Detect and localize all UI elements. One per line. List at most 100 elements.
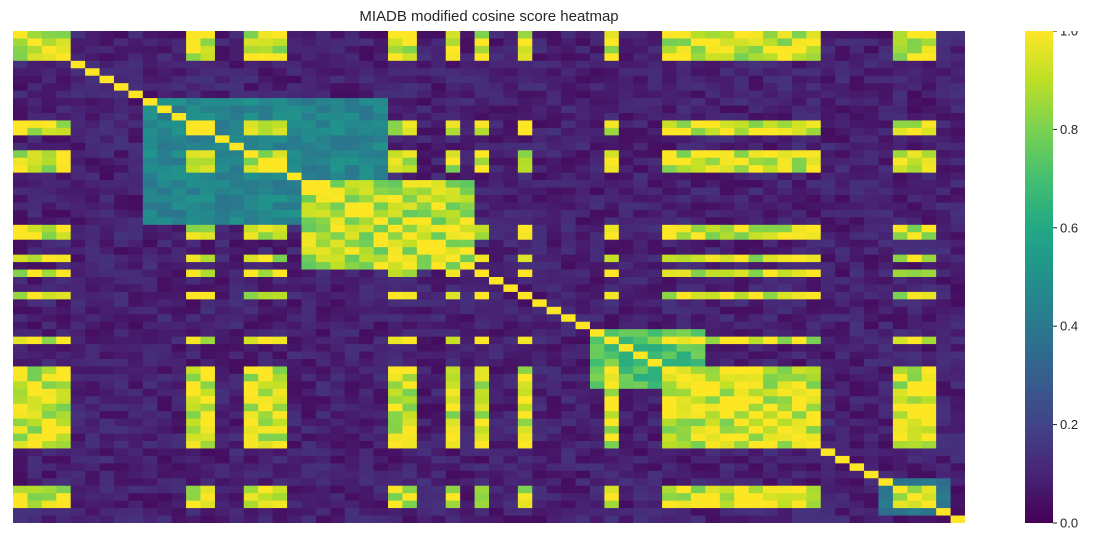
heatmap-cell xyxy=(243,314,259,323)
heatmap-cell xyxy=(229,113,245,121)
heatmap-cell xyxy=(791,299,807,308)
heatmap-cell xyxy=(171,157,187,166)
heatmap-cell xyxy=(344,351,360,360)
heatmap-cell xyxy=(806,411,822,420)
heatmap-cell xyxy=(921,485,937,494)
heatmap-cell xyxy=(561,373,576,382)
heatmap-cell xyxy=(56,366,72,375)
heatmap-cell xyxy=(806,314,822,323)
heatmap-cell xyxy=(186,239,201,248)
heatmap-cell xyxy=(777,291,793,300)
heatmap-cell xyxy=(633,306,649,315)
heatmap-cell xyxy=(763,508,778,516)
heatmap-cell xyxy=(676,291,692,300)
heatmap-cell xyxy=(214,239,230,248)
heatmap-cell xyxy=(287,127,302,136)
heatmap-cell xyxy=(546,172,562,181)
heatmap-cell xyxy=(604,142,620,151)
heatmap-cell xyxy=(258,60,274,69)
heatmap-cell xyxy=(575,373,591,382)
heatmap-cell xyxy=(763,135,778,144)
heatmap-cell xyxy=(41,172,57,181)
heatmap-cell xyxy=(99,142,115,151)
heatmap-cell xyxy=(864,209,879,218)
heatmap-cell xyxy=(503,90,519,99)
heatmap-cell xyxy=(489,254,504,263)
heatmap-cell xyxy=(13,232,28,241)
heatmap-cell xyxy=(604,433,620,442)
heatmap-cell xyxy=(517,441,533,449)
heatmap-cell xyxy=(99,165,115,174)
heatmap-cell xyxy=(892,381,908,390)
heatmap-cell xyxy=(950,344,965,352)
heatmap-cell xyxy=(835,31,850,39)
heatmap-cell xyxy=(99,45,115,54)
heatmap-cell xyxy=(85,470,100,479)
heatmap-cell xyxy=(849,90,865,99)
heatmap-cell xyxy=(820,500,836,509)
heatmap-cell xyxy=(618,232,634,241)
heatmap-cell xyxy=(171,98,187,106)
heatmap-cell xyxy=(734,202,750,211)
heatmap-cell xyxy=(503,388,519,397)
heatmap-cell xyxy=(56,224,72,233)
heatmap-cell xyxy=(748,83,764,92)
heatmap-cell xyxy=(388,508,403,516)
heatmap-cell xyxy=(344,247,360,256)
heatmap-cell xyxy=(532,403,548,412)
heatmap-cell xyxy=(503,373,519,382)
heatmap-cell xyxy=(460,247,475,256)
heatmap-cell xyxy=(171,344,187,352)
heatmap-cell xyxy=(330,262,346,270)
heatmap-cell xyxy=(431,500,447,509)
heatmap-cell xyxy=(344,202,360,211)
heatmap-cell xyxy=(258,113,274,121)
heatmap-cell xyxy=(272,239,288,248)
heatmap-cell xyxy=(41,165,57,174)
heatmap-cell xyxy=(604,336,620,345)
heatmap-cell xyxy=(907,478,923,487)
heatmap-cell xyxy=(142,493,158,502)
heatmap-cell xyxy=(330,463,346,472)
heatmap-cell xyxy=(604,127,620,136)
heatmap-cell xyxy=(41,448,57,457)
heatmap-cell xyxy=(272,470,288,479)
heatmap-cell xyxy=(186,381,201,390)
heatmap-cell xyxy=(589,187,605,196)
heatmap-cell xyxy=(734,470,750,479)
heatmap-cell xyxy=(344,105,360,114)
heatmap-cell xyxy=(113,508,129,516)
heatmap-cell xyxy=(618,448,634,457)
heatmap-cell xyxy=(56,142,72,151)
heatmap-cell xyxy=(373,336,389,345)
heatmap-cell xyxy=(907,75,923,84)
heatmap-cell xyxy=(791,180,807,188)
heatmap-cell xyxy=(604,411,620,420)
heatmap-cell xyxy=(70,172,86,181)
heatmap-cell xyxy=(388,463,403,472)
heatmap-cell xyxy=(763,247,778,256)
heatmap-cell xyxy=(950,38,965,47)
heatmap-cell xyxy=(128,403,144,412)
heatmap-cell xyxy=(70,388,86,397)
heatmap-cell xyxy=(113,113,129,121)
heatmap-cell xyxy=(200,127,216,136)
heatmap-cell xyxy=(85,396,100,405)
heatmap-cell xyxy=(546,470,562,479)
heatmap-cell xyxy=(402,120,418,129)
heatmap-cell xyxy=(892,388,908,397)
heatmap-cell xyxy=(142,426,158,434)
heatmap-cell xyxy=(806,508,822,516)
heatmap-cell xyxy=(416,344,432,352)
heatmap-cell xyxy=(142,463,158,472)
heatmap-cell xyxy=(330,299,346,308)
heatmap-cell xyxy=(777,142,793,151)
heatmap-cell xyxy=(734,373,750,382)
heatmap-cell xyxy=(647,508,663,516)
heatmap-cell xyxy=(719,195,735,203)
heatmap-cell xyxy=(532,291,548,300)
heatmap-cell xyxy=(589,31,605,39)
heatmap-cell xyxy=(315,441,331,449)
heatmap-cell xyxy=(70,418,86,427)
heatmap-cell xyxy=(604,500,620,509)
